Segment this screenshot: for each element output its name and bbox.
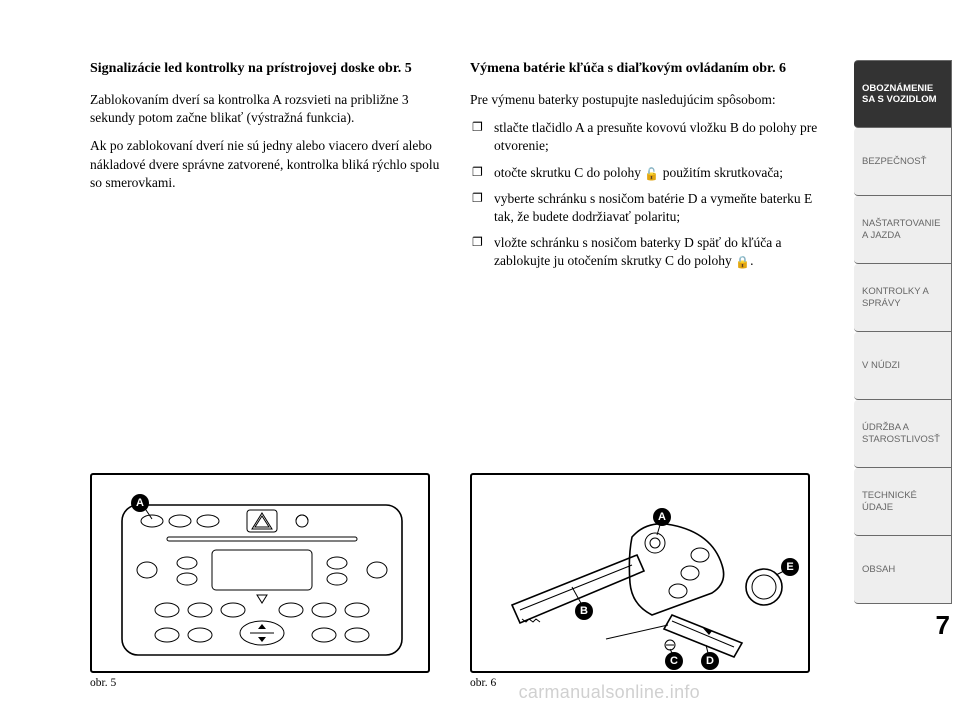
fig5-marker-a: A <box>136 497 144 509</box>
fig6-marker-a: A <box>658 511 666 523</box>
fig6-marker-d: D <box>706 655 714 667</box>
figure-5-caption: obr. 5 <box>90 677 440 689</box>
right-li-1: stlačte tlačidlo A a presuňte kovovú vlo… <box>470 119 820 155</box>
figure-6-svg: A B C D <box>472 475 810 673</box>
left-para-2: Ak po zablokovaní dverí nie sú jedny ale… <box>90 137 440 192</box>
left-column: Signalizácie led kontrolky na prístrojov… <box>90 60 440 689</box>
figure-5-block: A obr. 5 <box>90 473 440 689</box>
fig6-marker-c: C <box>670 655 678 667</box>
right-heading: Výmena batérie kľúča s diaľkovým ovládan… <box>470 60 820 79</box>
left-para-1: Zablokovaním dverí sa kontrolka A rozsvi… <box>90 91 440 127</box>
page-number: 7 <box>854 610 952 641</box>
right-column: Výmena batérie kľúča s diaľkovým ovládan… <box>470 60 820 689</box>
tab-bezpecnost[interactable]: BEZPEČNOSŤ <box>854 128 952 196</box>
manual-page: Signalizácie led kontrolky na prístrojov… <box>0 0 960 709</box>
tab-v-nudzi[interactable]: V NÚDZI <box>854 332 952 400</box>
left-heading: Signalizácie led kontrolky na prístrojov… <box>90 60 440 79</box>
unlock-icon: 🔓 <box>644 166 659 182</box>
tab-technicke[interactable]: TECHNICKÉ ÚDAJE <box>854 468 952 536</box>
right-bullet-list: stlačte tlačidlo A a presuňte kovovú vlo… <box>470 119 820 279</box>
content-area: Signalizácie led kontrolky na prístrojov… <box>0 0 850 709</box>
tab-kontrolky[interactable]: KONTROLKY A SPRÁVY <box>854 264 952 332</box>
figure-6-block: A B C D <box>470 473 820 689</box>
fig6-marker-b: B <box>580 605 588 617</box>
right-intro: Pre výmenu baterky postupujte nasledujúc… <box>470 91 820 109</box>
tab-nastartovanie[interactable]: NAŠTARTOVANIE A JAZDA <box>854 196 952 264</box>
figure-5-svg: A <box>92 475 430 673</box>
right-li-4: vložte schránku s nosičom baterky D späť… <box>470 234 820 270</box>
tab-udrzba[interactable]: ÚDRŽBA A STAROSTLIVOSŤ <box>854 400 952 468</box>
section-tabs-sidebar: OBOZNÁMENIE SA S VOZIDLOM BEZPEČNOSŤ NAŠ… <box>850 0 960 709</box>
right-li-3: vyberte schránku s nosičom batérie D a v… <box>470 190 820 226</box>
figure-6-frame: A B C D <box>470 473 810 673</box>
figure-6-caption: obr. 6 <box>470 677 820 689</box>
fig6-marker-e: E <box>786 561 793 573</box>
lock-icon: 🔒 <box>735 254 750 270</box>
figure-5-frame: A <box>90 473 430 673</box>
tab-oboznamenie[interactable]: OBOZNÁMENIE SA S VOZIDLOM <box>854 60 952 128</box>
right-li-2: otočte skrutku C do polohy 🔓 použitím sk… <box>470 164 820 182</box>
tab-obsah[interactable]: OBSAH <box>854 536 952 604</box>
